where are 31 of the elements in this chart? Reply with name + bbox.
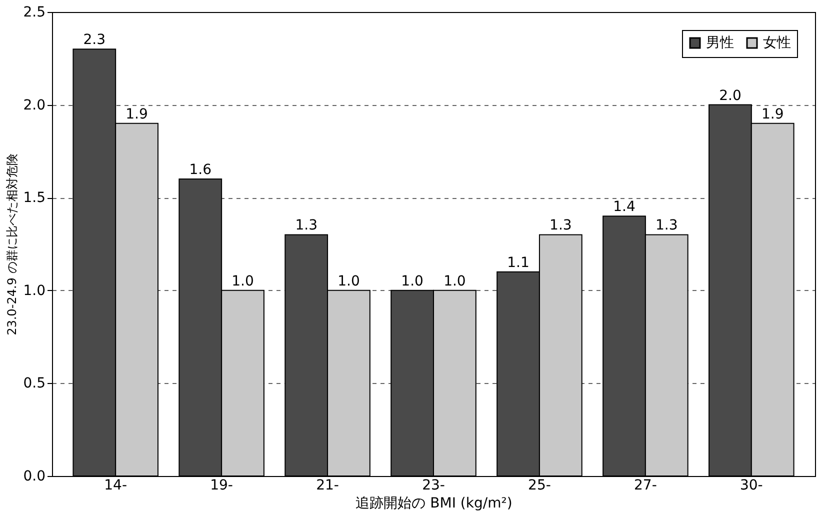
data-label: 1.4 (613, 199, 636, 216)
legend-label: 男性 (706, 35, 734, 51)
legend-label: 女性 (763, 35, 791, 51)
y-tick-label: 2.0 (23, 97, 46, 114)
y-tick-label: 0.0 (23, 468, 46, 484)
data-label: 1.1 (507, 254, 530, 271)
data-label: 1.3 (656, 218, 678, 234)
x-tick-label: 21- (316, 478, 339, 494)
y-axis-title: 23.0-24.9 の群に比べた相対危険 (5, 154, 20, 336)
x-axis-title: 追跡開始の BMI (kg/m²) (356, 496, 512, 512)
data-label: 1.0 (401, 273, 424, 290)
data-label: 1.3 (550, 218, 572, 234)
y-tick-label: 0.5 (23, 376, 46, 392)
data-label: 1.0 (338, 273, 360, 290)
x-tick-label: 19- (210, 478, 233, 494)
y-tick-label: 1.5 (23, 190, 46, 206)
data-label: 2.0 (719, 88, 742, 104)
x-tick-label: 23- (422, 478, 445, 494)
data-label: 1.0 (444, 273, 466, 290)
x-tick-label: 25- (528, 478, 551, 494)
data-label: 1.0 (232, 273, 254, 290)
y-tick-label: 1.0 (23, 282, 46, 299)
data-label: 1.9 (761, 106, 784, 122)
data-label: 2.3 (83, 32, 106, 48)
data-label: 1.3 (295, 218, 318, 234)
x-tick-label: 30- (740, 478, 763, 494)
x-tick-label: 27- (634, 478, 657, 494)
y-tick-label: 2.5 (23, 4, 46, 20)
data-label: 1.6 (189, 162, 212, 178)
data-label: 1.9 (126, 106, 148, 122)
x-tick-label: 14- (104, 478, 128, 494)
